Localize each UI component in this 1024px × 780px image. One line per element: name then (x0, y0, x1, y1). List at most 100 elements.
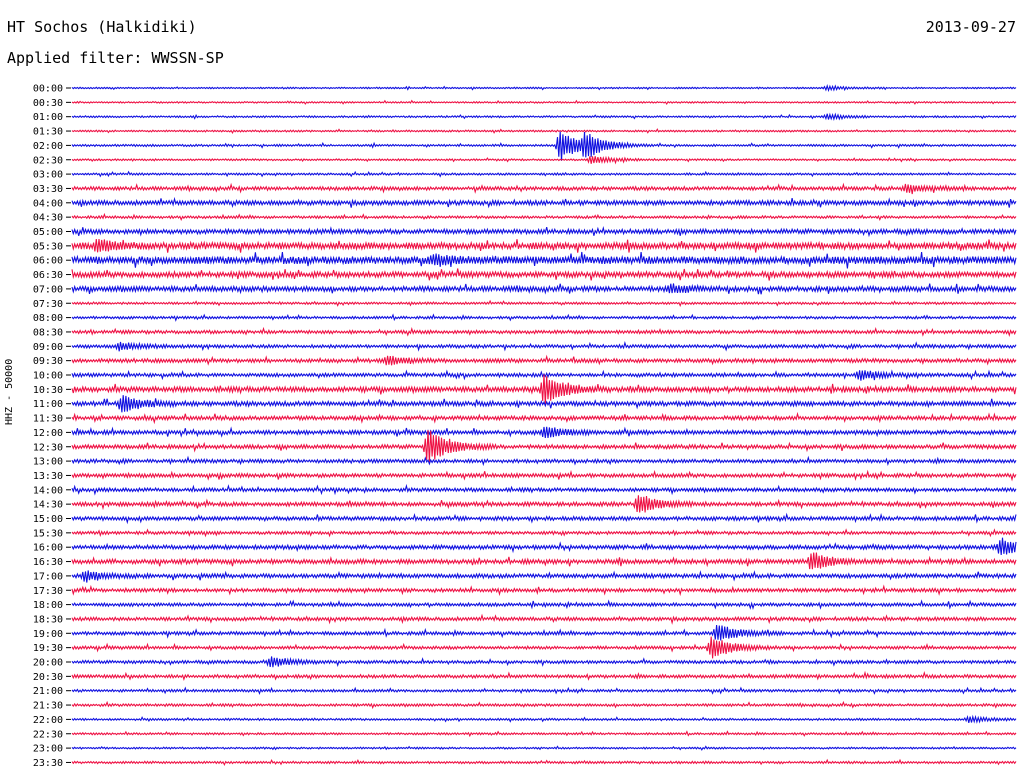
trace-row-2200 (71, 714, 1017, 724)
time-tick-label: 07:00 (33, 284, 63, 295)
time-tick-label: 20:00 (33, 658, 63, 669)
time-tick-label: 00:30 (33, 98, 63, 109)
trace-row-0000 (71, 84, 1017, 93)
trace-row-1200 (71, 426, 1017, 438)
time-tick-label: 03:30 (33, 184, 63, 195)
trace-row-1500 (71, 512, 1017, 525)
filter-value: WWSSN-SP (151, 49, 224, 67)
time-tick-label: 18:00 (33, 600, 63, 611)
filter-info: Applied filter: WWSSN-SP (7, 49, 224, 67)
trace-row-0930 (71, 354, 1017, 366)
trace-row-1730 (71, 584, 1017, 597)
trace-row-0630 (71, 268, 1017, 281)
record-date: 2013-09-27 (925, 18, 1016, 36)
trace-row-2330 (71, 758, 1017, 767)
time-tick-label: 21:00 (33, 686, 63, 697)
time-tick-label: 22:30 (33, 729, 63, 740)
time-tick-label: 23:30 (33, 758, 63, 769)
trace-row-0530 (71, 239, 1017, 253)
trace-row-0730 (71, 299, 1017, 308)
time-tick-label: 10:00 (33, 371, 63, 382)
time-tick-label: 02:30 (33, 155, 63, 166)
time-tick-label: 17:30 (33, 586, 63, 597)
time-tick-label: 01:30 (33, 127, 63, 138)
trace-row-1230 (71, 430, 1017, 463)
trace-row-1830 (71, 613, 1017, 625)
time-tick-label: 14:30 (33, 500, 63, 511)
trace-row-1100 (71, 395, 1017, 413)
time-tick-label: 10:30 (33, 385, 63, 396)
trace-row-1900 (71, 625, 1017, 641)
time-tick-label: 11:30 (33, 414, 63, 425)
trace-row-1800 (71, 599, 1017, 611)
trace-row-1030 (71, 374, 1017, 405)
time-tick-label: 06:00 (33, 256, 63, 267)
trace-row-0830 (71, 326, 1017, 337)
time-tick-label: 03:00 (33, 170, 63, 181)
station-title: HT Sochos (Halkidiki) (7, 18, 197, 36)
time-tick-label: 12:30 (33, 442, 63, 453)
trace-row-1700 (71, 570, 1017, 583)
time-tick-label: 18:30 (33, 614, 63, 625)
trace-row-0900 (71, 340, 1017, 352)
time-tick-label: 16:30 (33, 557, 63, 568)
trace-row-1130 (71, 411, 1017, 425)
time-tick-label: 13:30 (33, 471, 63, 482)
trace-row-0700 (71, 283, 1017, 295)
time-tick-label: 01:00 (33, 112, 63, 123)
trace-row-0330 (71, 182, 1017, 195)
trace-row-2030 (71, 670, 1017, 681)
time-tick-label: 16:00 (33, 543, 63, 554)
trace-row-1530 (71, 528, 1017, 538)
trace-row-1930 (71, 636, 1017, 659)
time-tick-label: 07:30 (33, 299, 63, 310)
trace-row-2300 (71, 745, 1017, 751)
trace-row-0800 (71, 313, 1017, 322)
time-tick-label: 00:00 (33, 84, 63, 95)
time-tick-label: 05:30 (33, 241, 63, 252)
time-tick-label: 12:00 (33, 428, 63, 439)
trace-row-0100 (71, 112, 1017, 122)
trace-row-1430 (71, 495, 1017, 513)
trace-row-0600 (71, 251, 1017, 269)
time-tick-label: 23:00 (33, 744, 63, 755)
trace-row-0230 (71, 155, 1017, 165)
trace-row-1630 (71, 552, 1017, 570)
trace-row-1400 (71, 483, 1017, 496)
time-tick-label: 09:30 (33, 356, 63, 367)
time-tick-label: 15:30 (33, 528, 63, 539)
trace-row-2100 (71, 686, 1017, 695)
filter-label: Applied filter: (7, 49, 143, 67)
trace-row-0030 (71, 99, 1017, 106)
trace-row-1300 (71, 455, 1017, 467)
time-tick-label: 06:30 (33, 270, 63, 281)
trace-row-0430 (71, 212, 1017, 222)
trace-row-1600 (71, 537, 1017, 556)
trace-row-0200 (71, 131, 1017, 161)
time-tick-label: 19:00 (33, 629, 63, 640)
time-tick-label: 05:00 (33, 227, 63, 238)
trace-row-1000 (71, 369, 1017, 381)
time-tick-label: 15:00 (33, 514, 63, 525)
time-tick-label: 11:00 (33, 399, 63, 410)
trace-row-0130 (71, 128, 1017, 135)
time-tick-label: 14:00 (33, 485, 63, 496)
time-tick-label: 13:00 (33, 457, 63, 468)
trace-row-0500 (71, 226, 1017, 238)
time-tick-label: 08:30 (33, 327, 63, 338)
time-tick-label: 04:00 (33, 198, 63, 209)
time-tick-label: 08:00 (33, 313, 63, 324)
trace-row-2130 (71, 700, 1017, 710)
time-tick-label: 17:00 (33, 571, 63, 582)
time-tick-label: 20:30 (33, 672, 63, 683)
trace-row-0300 (71, 170, 1017, 178)
trace-row-2230 (71, 730, 1017, 738)
time-tick-label: 09:00 (33, 342, 63, 353)
time-tick-label: 21:30 (33, 701, 63, 712)
time-tick-label: 04:30 (33, 213, 63, 224)
time-tick-label: 19:30 (33, 643, 63, 654)
trace-row-1330 (71, 469, 1017, 482)
time-tick-label: 22:00 (33, 715, 63, 726)
trace-row-0400 (71, 196, 1017, 209)
